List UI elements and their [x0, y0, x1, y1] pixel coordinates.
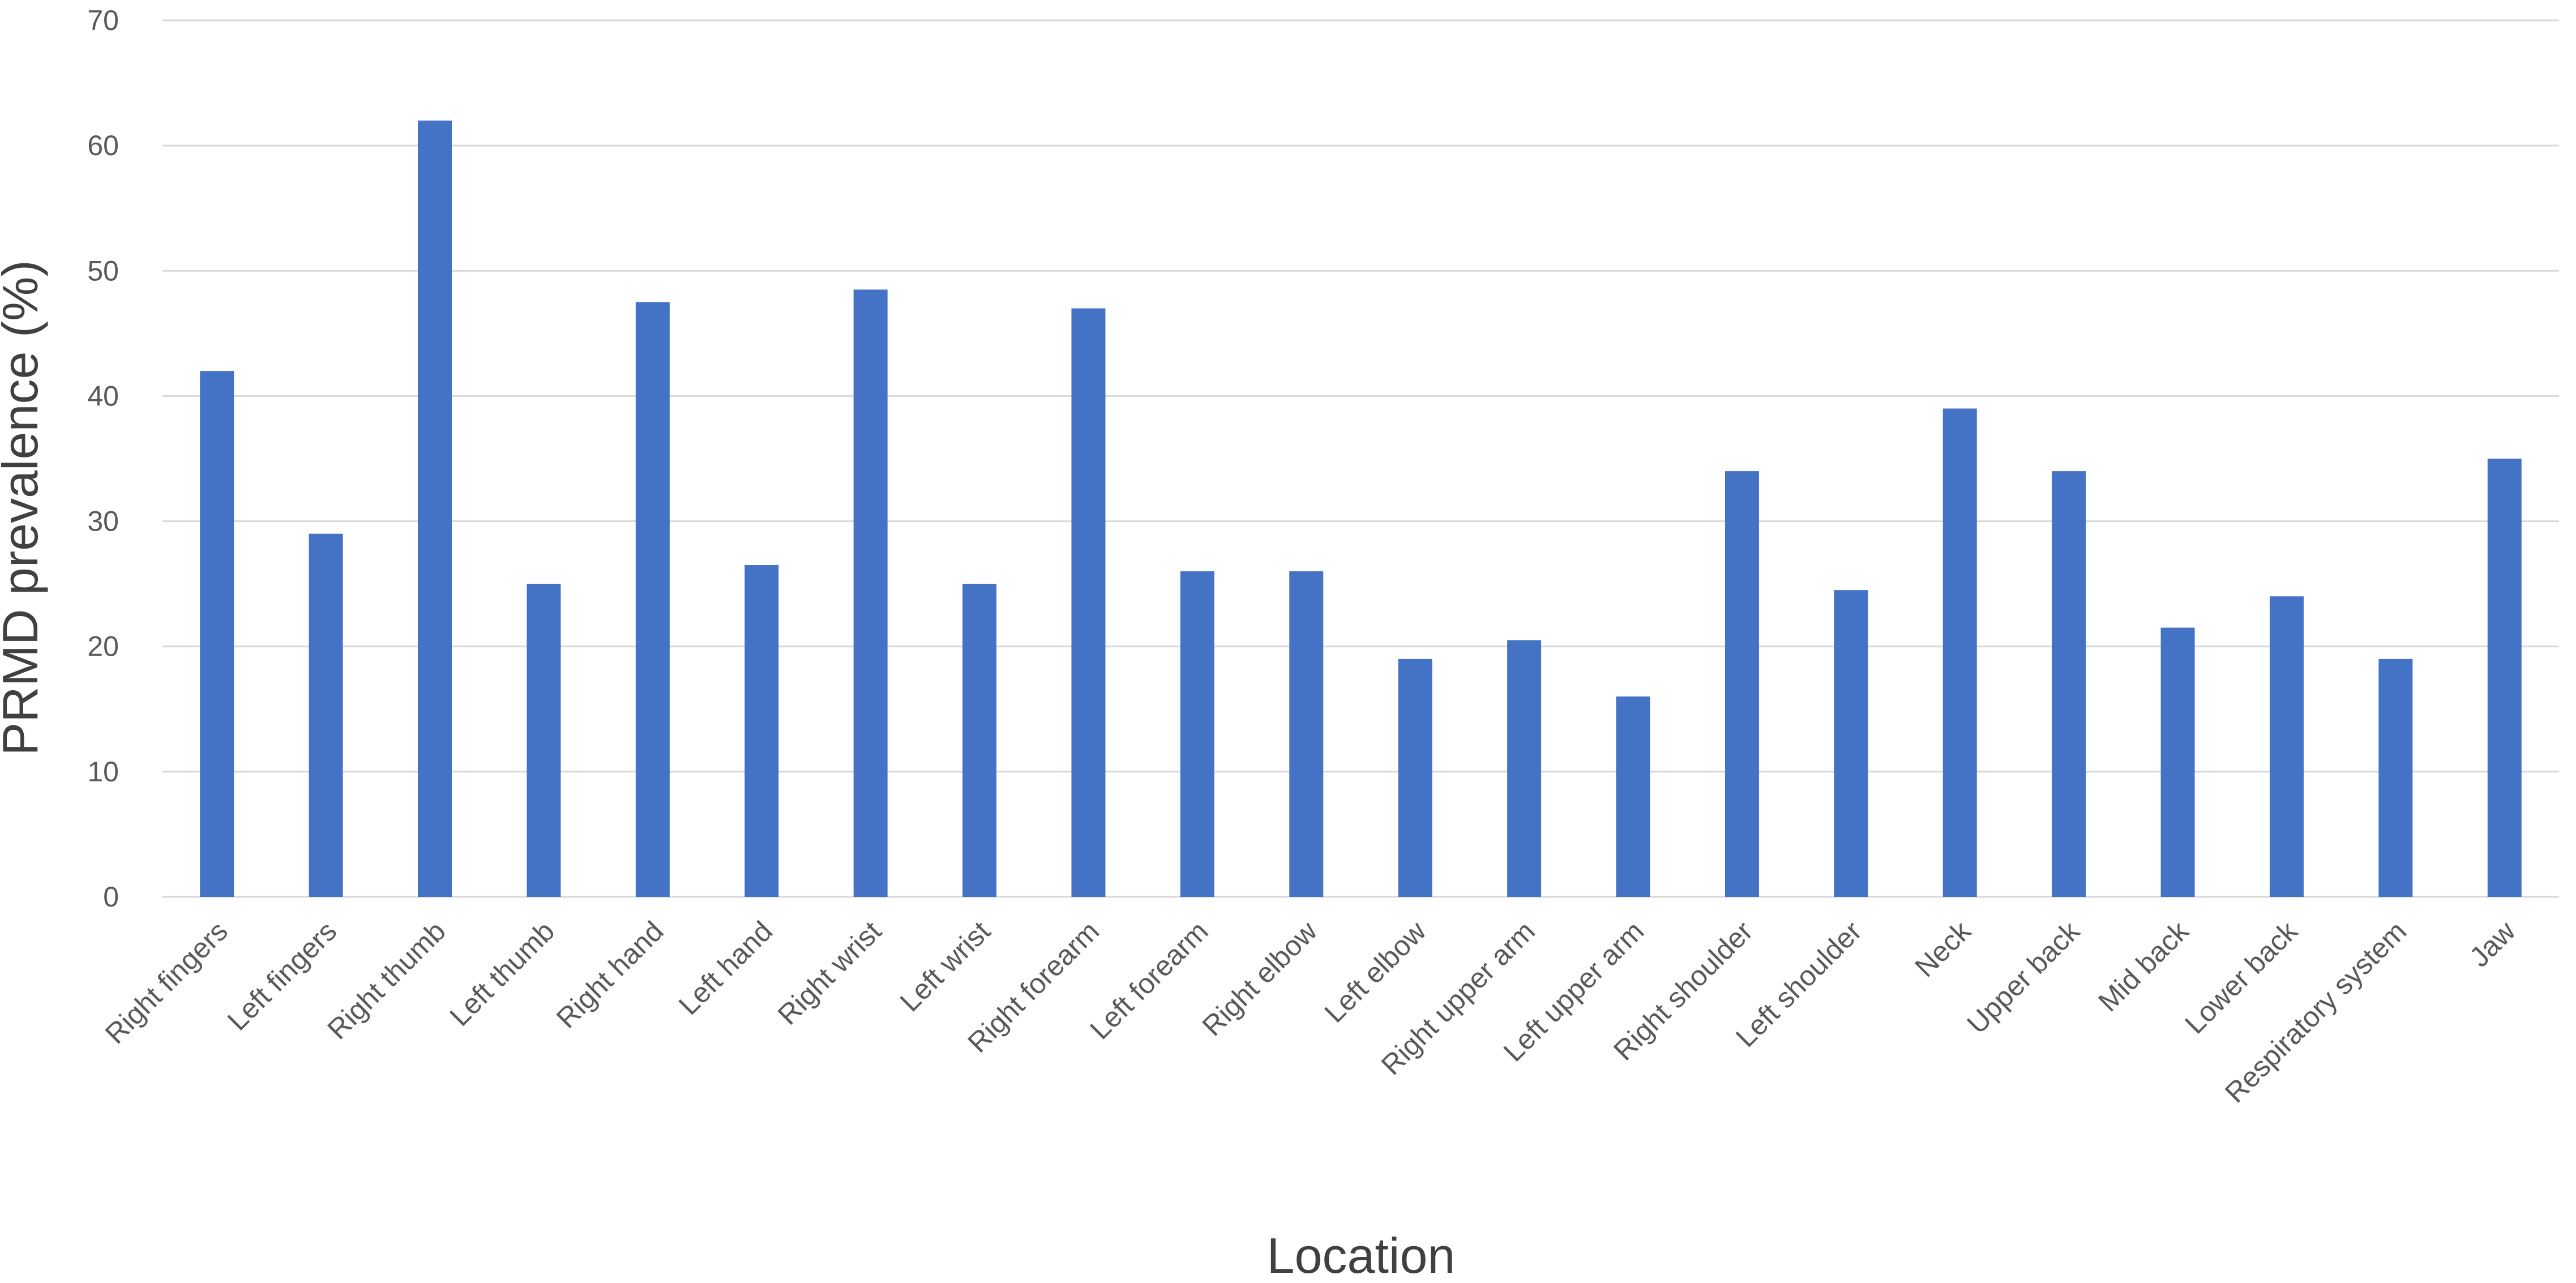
y-tick-label: 20 — [87, 631, 119, 662]
x-tick-label: Left thumb — [444, 915, 561, 1032]
x-tick-label: Neck — [1909, 914, 1977, 983]
bar — [744, 564, 779, 897]
bar — [962, 584, 997, 897]
bar — [1289, 571, 1324, 897]
x-tick-label: Mid back — [2092, 914, 2195, 1017]
bar — [2487, 459, 2522, 897]
x-tick-label: Jaw — [2463, 915, 2522, 973]
bar — [2052, 471, 2086, 897]
bar — [1071, 308, 1106, 897]
x-tick-label: Left fingers — [221, 915, 343, 1037]
x-axis-title: Location — [1267, 1228, 1456, 1283]
x-tick-label: Right hand — [550, 915, 670, 1034]
bar — [1725, 471, 1759, 897]
bar — [1942, 408, 1977, 897]
x-tick-label: Left hand — [673, 915, 778, 1021]
bars — [200, 120, 2522, 897]
y-axis-title: PRMD prevalence (%) — [0, 260, 48, 755]
y-tick-label: 60 — [87, 130, 119, 161]
y-tick-label: 40 — [87, 380, 119, 412]
bar — [2160, 627, 2195, 897]
bar — [2378, 658, 2413, 897]
x-tick-label: Left wrist — [894, 915, 996, 1017]
y-tick-label: 0 — [103, 881, 119, 913]
x-tick-label: Right thumb — [322, 915, 452, 1045]
bar — [1616, 696, 1650, 897]
bar — [635, 302, 670, 897]
bar — [418, 120, 452, 897]
x-tick-label: Right wrist — [772, 915, 888, 1031]
y-tick-label: 50 — [87, 255, 119, 286]
x-tick-label: Upper back — [1961, 914, 2086, 1040]
y-axis-ticks: 0 10 20 30 40 50 60 70 — [87, 5, 119, 913]
x-tick-label: Left forearm — [1084, 915, 1214, 1045]
y-tick-label: 10 — [87, 756, 119, 788]
x-tick-label: Right elbow — [1196, 915, 1324, 1042]
bar — [309, 533, 343, 897]
bar — [1180, 571, 1214, 897]
bar — [1834, 590, 1868, 897]
y-tick-label: 30 — [87, 506, 119, 537]
bar — [200, 371, 234, 897]
x-tick-label: Left elbow — [1319, 915, 1432, 1029]
y-tick-label: 70 — [87, 5, 119, 36]
bar — [1507, 640, 1542, 897]
bar — [853, 289, 888, 897]
bar — [1398, 658, 1432, 897]
bar — [2269, 596, 2304, 897]
x-tick-label: Right fingers — [99, 915, 234, 1050]
gridlines — [162, 19, 2559, 898]
bar — [527, 584, 561, 897]
x-tick-label: Respiratory system — [2219, 915, 2412, 1109]
